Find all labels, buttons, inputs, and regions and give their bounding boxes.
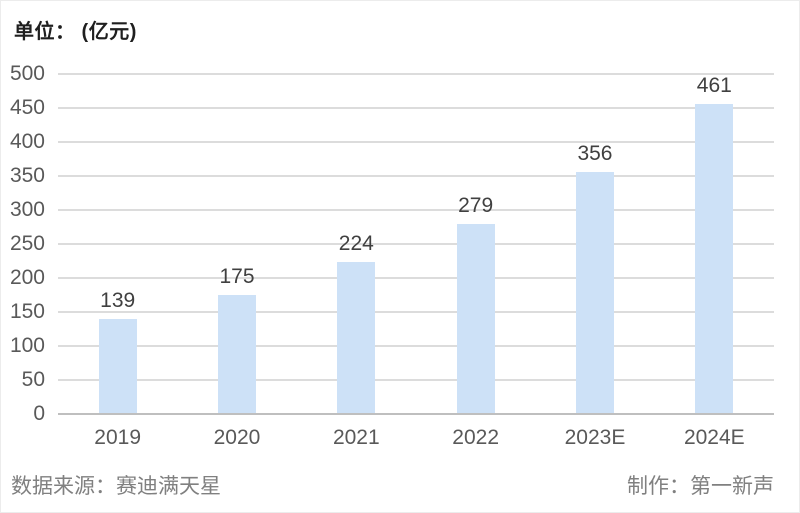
bar-column-2020: 175: [177, 74, 296, 414]
y-tick-label-250: 250: [9, 232, 45, 255]
y-tick-label-350: 350: [9, 164, 45, 187]
bar-chart-plot: 500 450 400 350 300 250 200 150 100 50 0 139 175 224…: [10, 62, 774, 449]
bar-2024E: [695, 104, 734, 414]
bar-2021: [337, 261, 376, 414]
y-tick-label-150: 150: [9, 300, 45, 323]
y-tick-label-0: 0: [33, 402, 45, 425]
gridline-300: [58, 209, 774, 211]
bar-value-label: 279: [458, 194, 494, 218]
bar-value-label: 175: [219, 265, 255, 288]
x-axis-labels: 2019 2020 2021 2022 2023E 2024E: [58, 426, 774, 450]
x-tick-label-2022: 2022: [452, 426, 499, 449]
bar-column-2023E: 356: [535, 74, 654, 414]
bars-container: 139 175 224 279 356 461: [58, 74, 774, 414]
unit-label: 单位： (亿元): [14, 21, 137, 43]
y-tick-label-300: 300: [9, 198, 45, 221]
gridline-200: [58, 277, 774, 279]
bar-value-label: 461: [696, 74, 732, 97]
gridline-400: [58, 141, 774, 143]
y-tick-label-200: 200: [9, 266, 45, 289]
bar-2020: [217, 295, 256, 414]
x-tick-label-2024E: 2024E: [683, 426, 745, 449]
bar-2022: [456, 224, 495, 414]
data-source-label: 数据来源：赛迪满天星: [11, 475, 221, 498]
gridline-500: [58, 73, 774, 75]
y-tick-label-50: 50: [21, 368, 45, 391]
gridline-350: [58, 175, 774, 177]
x-tick-label-2020: 2020: [213, 426, 261, 449]
bar-column-2019: 139: [58, 74, 177, 414]
gridline-50: [58, 379, 774, 381]
x-tick-label-2019: 2019: [94, 426, 142, 449]
gridline-250: [58, 243, 774, 245]
bar-2023E: [575, 171, 614, 414]
y-tick-label-400: 400: [9, 130, 45, 153]
y-tick-label-100: 100: [9, 334, 45, 357]
bar-value-label: 356: [577, 141, 613, 165]
bar-value-label: 224: [338, 231, 374, 255]
gridline-450: [58, 107, 774, 109]
bar-2019: [98, 319, 137, 414]
bar-column-2022: 279: [416, 74, 535, 414]
bar-column-2021: 224: [297, 74, 416, 414]
y-tick-label-450: 450: [9, 96, 45, 119]
gridline-100: [58, 345, 774, 347]
bar-value-label: 139: [100, 289, 136, 313]
x-tick-label-2023E: 2023E: [564, 426, 626, 449]
y-tick-label-500: 500: [9, 62, 45, 85]
gridline-150: [58, 311, 774, 313]
credit-label: 制作：第一新声: [627, 475, 774, 498]
x-axis-line: [58, 413, 774, 415]
x-tick-label-2021: 2021: [332, 426, 380, 449]
bar-column-2024E: 461: [655, 74, 774, 414]
